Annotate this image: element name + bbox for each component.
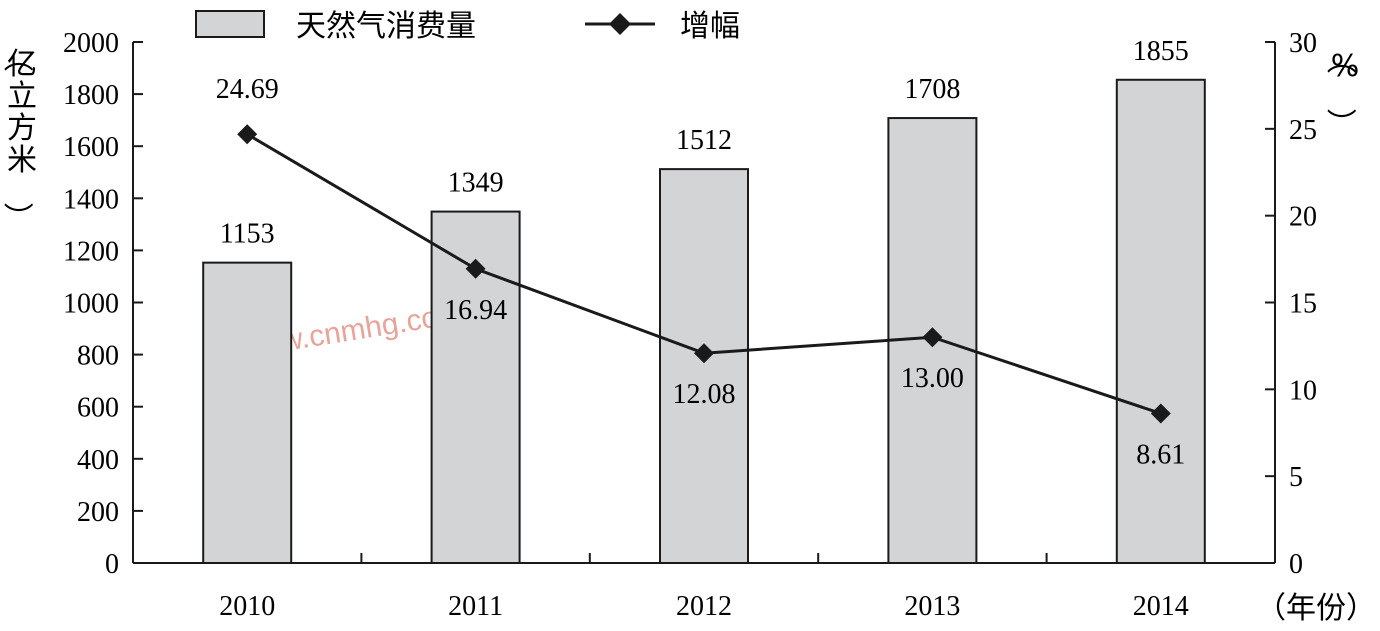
growth-point-marker bbox=[922, 327, 943, 348]
growth-value-label: 16.94 bbox=[444, 295, 507, 326]
x-tick-label: 2010 bbox=[219, 591, 275, 622]
y-left-tick-label: 1200 bbox=[63, 236, 119, 267]
y-axis-left-title: （亿立方米） bbox=[0, 42, 37, 232]
bar bbox=[659, 168, 749, 564]
x-tick-label: 2011 bbox=[448, 591, 503, 622]
growth-point-marker bbox=[465, 258, 486, 279]
axis-title-text: （%） bbox=[1322, 44, 1359, 138]
growth-point-marker bbox=[237, 124, 258, 145]
y-left-tick-label: 600 bbox=[77, 393, 119, 424]
legend: 天然气消费量 增幅 bbox=[195, 9, 740, 44]
y-left-tick-label: 1000 bbox=[63, 289, 119, 320]
y-right-tick-label: 25 bbox=[1289, 115, 1317, 146]
bar-value-label: 1855 bbox=[1133, 36, 1189, 67]
bar bbox=[1115, 78, 1206, 565]
x-tick-label: 2013 bbox=[904, 591, 960, 622]
growth-value-label: 24.69 bbox=[216, 74, 279, 105]
x-axis-title: （年份） bbox=[1256, 591, 1376, 626]
legend-marker-diamond-icon bbox=[609, 13, 631, 35]
bar bbox=[202, 261, 293, 564]
y-left-tick-label: 0 bbox=[105, 549, 119, 580]
x-tick-label: 2014 bbox=[1133, 591, 1189, 622]
y-left-tick-label: 1600 bbox=[63, 132, 119, 163]
growth-point-marker bbox=[1150, 403, 1171, 424]
y-right-tick-label: 20 bbox=[1289, 202, 1317, 233]
y-left-tick-label: 2000 bbox=[63, 28, 119, 59]
growth-value-label: 12.08 bbox=[673, 379, 736, 410]
bar-value-label: 1153 bbox=[220, 219, 275, 250]
y-left-tick-label: 400 bbox=[77, 445, 119, 476]
y-right-tick-label: 10 bbox=[1289, 375, 1317, 406]
growth-value-label: 8.61 bbox=[1136, 439, 1185, 470]
y-right-tick-label: 30 bbox=[1289, 28, 1317, 59]
x-tick-label: 2012 bbox=[676, 591, 732, 622]
growth-point-marker bbox=[694, 343, 714, 364]
y-right-tick-label: 15 bbox=[1289, 289, 1317, 320]
data-labels: 1153 1349 1512 1708 1855 24.69 16.94 12.08 13.00… bbox=[216, 36, 1189, 471]
axes: 0 200 400 600 800 1000 1200 1400 1600 1800 2000 0 5 1… bbox=[63, 28, 1317, 622]
growth-value-label: 13.00 bbox=[901, 363, 964, 394]
y-right-tick-label: 0 bbox=[1289, 549, 1303, 580]
bar-value-label: 1708 bbox=[904, 74, 960, 105]
y-left-tick-label: 800 bbox=[77, 341, 119, 372]
bar-value-label: 1512 bbox=[676, 125, 732, 156]
y-left-tick-label: 200 bbox=[77, 497, 119, 528]
y-axis-right-title: （%） bbox=[1322, 44, 1359, 138]
axis-title-text: （亿立方米） bbox=[0, 42, 37, 232]
y-left-tick-label: 1400 bbox=[63, 184, 119, 215]
y-right-tick-label: 5 bbox=[1289, 462, 1303, 493]
legend-swatch-bar bbox=[195, 10, 265, 38]
growth-line bbox=[237, 124, 1171, 424]
y-left-tick-label: 1800 bbox=[63, 80, 119, 111]
legend-label-consumption: 天然气消费量 bbox=[296, 9, 476, 44]
bar-value-label: 1349 bbox=[448, 168, 504, 199]
legend-label-growth: 增幅 bbox=[680, 9, 740, 44]
